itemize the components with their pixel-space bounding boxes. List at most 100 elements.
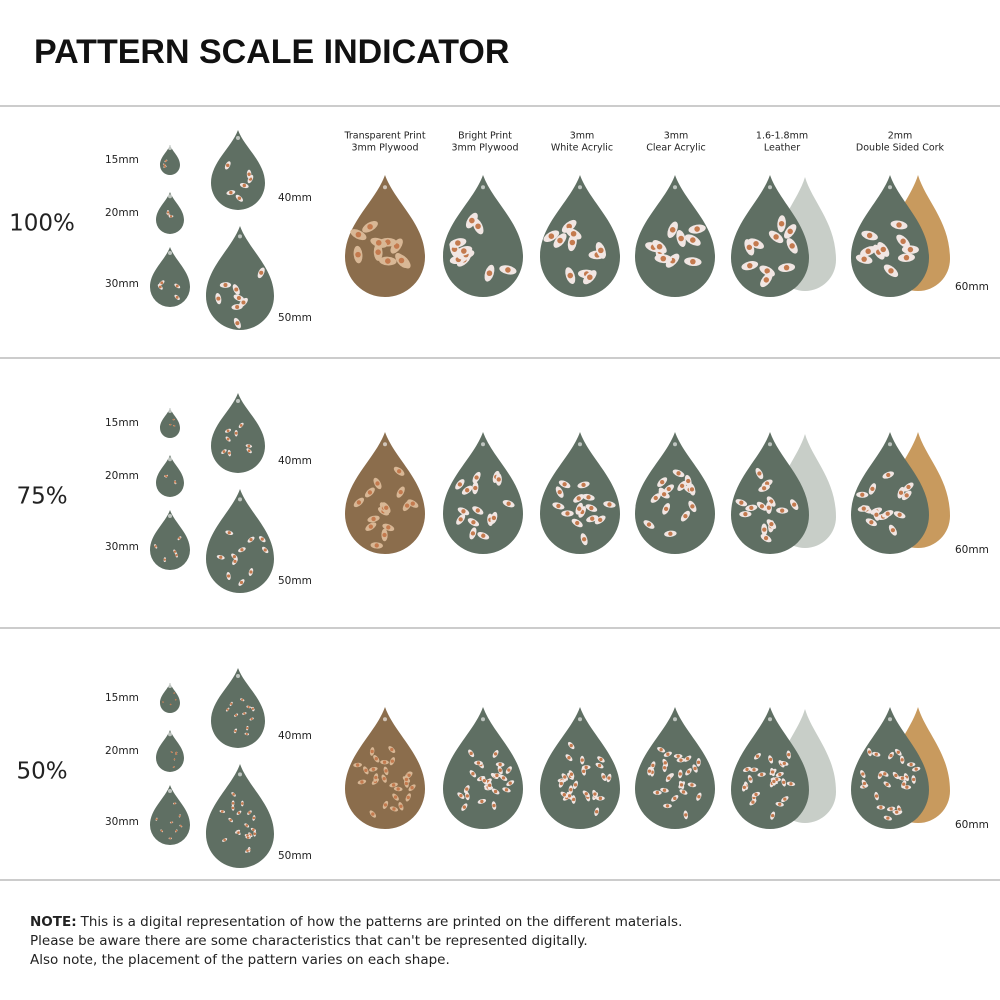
flower-center [175,554,178,557]
hole [168,251,172,255]
title: PATTERN SCALE INDICATOR [34,33,509,71]
size-label: 30mm [105,541,139,553]
flower-center [222,450,226,453]
flower-center [399,804,403,808]
flower-center [245,732,248,736]
flower-center [556,503,561,509]
material-label: 3mm Plywood [452,143,519,154]
flower-center [491,515,497,521]
teardrop [635,175,715,297]
flower-center [469,217,475,224]
flower-center [607,502,612,507]
flower-center [475,223,481,230]
flower-center [783,797,787,801]
flower-center [398,257,405,264]
size-label: 30mm [105,816,139,828]
flower-center [865,248,871,254]
flower-center [759,504,765,509]
flower-center [577,506,582,511]
flower-center [155,818,158,821]
flower-center [861,256,867,262]
flower-center [404,777,409,782]
flower-center [787,228,793,235]
flower-center [504,788,509,792]
flower-center [481,533,486,538]
flower-center [563,775,567,779]
flower-center [757,471,762,476]
flower-center [575,520,580,526]
flower-center [173,424,176,427]
flower-center [175,295,179,299]
flower-center [374,543,379,548]
flower-center [243,712,246,715]
flower-center [451,246,458,252]
flower-center [163,163,166,166]
flower-center [247,172,251,176]
flower-center [770,770,775,774]
flower-center [567,272,574,279]
flower-center [789,782,793,786]
flower-center [173,550,177,553]
flower-center [584,792,588,796]
flower-center [678,235,684,242]
flower-center [383,803,388,807]
hole [168,732,172,737]
flower-center [173,758,176,761]
flower-center [684,813,688,817]
scale-label: 75% [16,484,67,510]
flower-center [229,818,232,822]
hole [168,789,172,793]
flower-center [772,779,776,784]
flower-center [367,223,373,230]
flower-center [471,772,475,776]
material-label: Transparent Print [343,131,425,142]
flower-center [158,285,162,289]
flower-center [602,775,606,779]
hole [578,185,582,190]
flower-center [739,500,744,505]
flower-center [170,821,173,824]
flower-center [763,277,770,283]
flower-center [164,159,167,162]
flower-center [163,558,167,561]
flower-center [178,814,181,817]
teardrop [206,764,274,868]
flower-center [175,753,178,755]
flower-center [749,505,754,510]
flower-center [166,211,170,214]
flower-center [567,755,571,760]
teardrop [731,707,809,829]
flower-center [392,807,396,811]
flower-center [905,785,909,789]
flower-center [474,475,479,480]
flower-center [663,506,669,512]
flower-center [263,548,267,552]
flower-center [897,512,902,517]
flower-center [914,767,918,771]
flower-center [763,536,769,541]
teardrop [156,730,184,772]
hole [888,717,892,722]
flower-center [773,234,779,240]
flower-center [154,545,157,548]
flower-center [764,268,770,274]
size-label: 30mm [105,278,139,290]
flower-center [861,772,865,776]
material-label: 1.6-1.8mm [756,131,808,142]
flower-center [569,787,573,792]
flower-center [659,748,663,752]
flower-center [404,781,409,786]
teardrop [851,175,929,297]
flower-center [465,488,470,493]
flower-center [690,783,694,787]
hole [236,674,240,678]
flower-center [911,777,916,782]
flower-center [475,508,480,513]
flower-center [396,787,400,791]
material-label: 3mm [570,131,595,142]
flower-center [407,773,411,777]
flower-center [374,757,378,761]
flower-center [461,248,467,254]
flower-center [889,753,893,758]
flower-center [406,795,410,800]
